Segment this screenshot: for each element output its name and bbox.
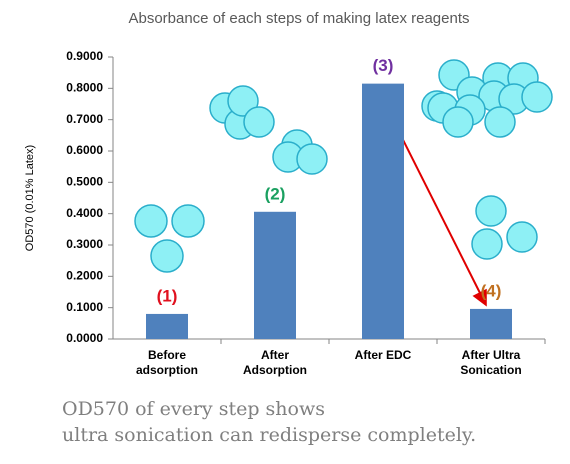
- annotation: (1): [157, 286, 178, 305]
- y-tick-label: 0.3000: [66, 237, 103, 251]
- caption: ultra sonication can redisperse complete…: [62, 424, 477, 446]
- x-tick-label: Before adsorption: [136, 348, 198, 377]
- bar: [470, 308, 512, 339]
- y-tick-label: 0.4000: [66, 206, 103, 220]
- x-tick-label: After Ultra Sonication: [460, 348, 522, 377]
- y-axis-label: OD570 (0.01% Latex): [24, 145, 36, 251]
- annotation: (3): [373, 56, 394, 75]
- y-tick-label: 0.6000: [66, 143, 103, 157]
- bar: [146, 313, 188, 339]
- y-tick-label: 0.9000: [66, 49, 103, 63]
- y-tick-label: 0.0000: [66, 331, 103, 345]
- y-tick-label: 0.5000: [66, 175, 103, 189]
- y-tick-label: 0.7000: [66, 112, 103, 126]
- particles: [134, 59, 553, 273]
- annotation: (4): [481, 281, 502, 300]
- y-tick-label: 0.2000: [66, 269, 103, 283]
- y-tick-label: 0.8000: [66, 81, 103, 95]
- bar: [254, 211, 296, 339]
- chart-title: Absorbance of each steps of making latex…: [128, 10, 469, 27]
- y-tick-label: 0.1000: [66, 300, 103, 314]
- x-tick-label: After Adsorption: [243, 348, 307, 377]
- bar: [362, 83, 404, 339]
- x-tick-label: After EDC: [354, 348, 412, 362]
- annotation: (2): [265, 184, 286, 203]
- caption: OD570 of every step shows: [62, 398, 325, 420]
